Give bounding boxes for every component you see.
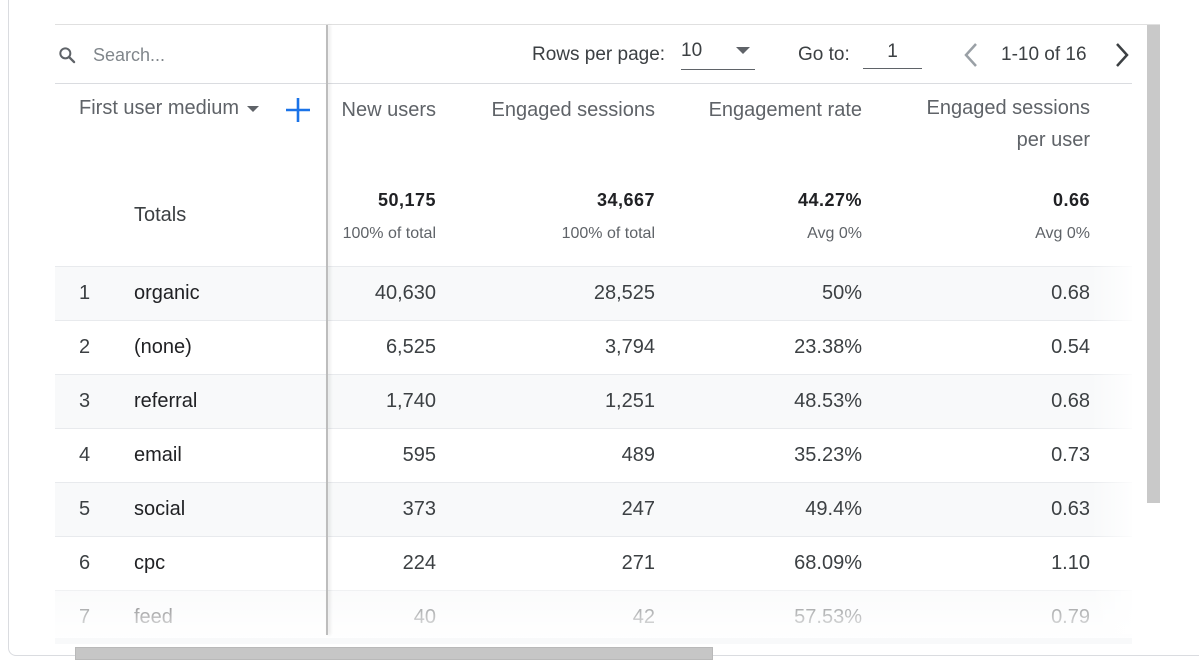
row-index: 7 [79,606,91,628]
row-index: 5 [79,498,91,520]
row-value: 40,630 [374,282,436,304]
row-value: 1.10 [1051,552,1090,574]
row-value: 28,525 [593,282,655,304]
rows-per-page-value: 10 [681,40,703,61]
row-index: 6 [79,552,91,574]
row-index: 2 [79,336,91,358]
row-value: 3,794 [604,336,655,358]
table-row[interactable]: 6 cpc 224 271 68.09% 1.10 [55,536,1132,590]
row-value: 68.09% [794,552,862,574]
search-input[interactable] [93,42,313,68]
row-value: 6,525 [385,336,436,358]
dimension-header[interactable]: First user medium [79,97,260,120]
column-header-label: Engaged sessions [491,99,655,121]
column-header-engaged-sessions-per-user[interactable]: Engaged sessions per user [880,92,1090,156]
row-dimension: (none) [134,336,192,358]
row-index: 1 [79,282,91,304]
row-dimension: feed [134,606,173,628]
table-row[interactable]: 7 feed 40 42 57.53% 0.79 [55,590,1132,644]
column-header-label: New users [341,99,436,121]
vertical-scrollbar[interactable] [1147,25,1160,503]
row-value: 57.53% [794,606,862,628]
total-value: 44.27% [797,190,862,210]
row-index: 3 [79,390,91,412]
total-value: 0.66 [1052,190,1090,210]
column-header-label: Engaged sessions [926,97,1090,119]
row-value: 489 [621,444,655,466]
total-subtext: 100% of total [561,225,655,242]
row-value: 0.63 [1051,498,1090,520]
add-dimension-icon[interactable] [284,96,312,124]
row-dimension: social [134,498,186,520]
row-dimension: cpc [134,552,166,574]
search-box[interactable] [55,34,325,76]
frozen-column-divider [326,25,328,635]
row-value: 1,251 [604,390,655,412]
row-value: 224 [402,552,436,574]
row-value: 48.53% [794,390,862,412]
rows-per-page-label: Rows per page: [532,44,666,65]
caret-down-icon [736,47,750,54]
total-subtext: Avg 0% [1035,225,1090,242]
row-value: 0.79 [1051,606,1090,628]
column-header-label: Engagement rate [708,99,862,121]
search-icon [59,47,76,64]
chevron-left-icon[interactable] [957,40,985,70]
table-row[interactable]: 3 referral 1,740 1,251 48.53% 0.68 [55,374,1132,428]
column-header-new-users[interactable]: New users [296,94,436,126]
table-row[interactable]: 1 organic 40,630 28,525 50% 0.68 [55,266,1132,320]
row-value: 35.23% [794,444,862,466]
total-subtext: Avg 0% [807,225,862,242]
caret-down-icon [247,105,260,112]
row-value: 0.54 [1051,336,1090,358]
row-value: 50% [821,282,862,304]
goto-label: Go to: [798,44,850,65]
total-value: 50,175 [377,190,436,210]
header-divider [55,83,1132,84]
row-value: 271 [621,552,655,574]
column-header-engaged-sessions[interactable]: Engaged sessions [455,94,655,126]
row-value: 373 [402,498,436,520]
row-value: 0.68 [1051,390,1090,412]
column-header-label: per user [1016,129,1090,151]
goto-page-input[interactable] [863,36,922,69]
column-header-engagement-rate[interactable]: Engagement rate [662,94,862,126]
row-index: 4 [79,444,91,466]
chevron-right-icon[interactable] [1108,40,1136,70]
table-row[interactable]: 4 email 595 489 35.23% 0.73 [55,428,1132,482]
total-subtext: 100% of total [342,225,436,242]
row-value: 40 [413,606,436,628]
row-value: 1,740 [385,390,436,412]
top-divider [55,24,1160,25]
horizontal-scrollbar[interactable] [75,647,713,660]
row-value: 23.38% [794,336,862,358]
row-value: 0.68 [1051,282,1090,304]
table-row[interactable]: 5 social 373 247 49.4% 0.63 [55,482,1132,536]
row-value: 247 [621,498,655,520]
table-row[interactable]: 2 (none) 6,525 3,794 23.38% 0.54 [55,320,1132,374]
report-card [8,0,1199,656]
row-value: 42 [632,606,655,628]
dimension-header-label: First user medium [79,97,240,119]
total-value: 34,667 [596,190,655,210]
totals-label: Totals [134,204,187,226]
row-dimension: organic [134,282,200,304]
row-value: 49.4% [805,498,862,520]
rows-per-page-select[interactable]: 10 [681,36,755,70]
page-range: 1-10 of 16 [1001,44,1087,65]
row-value: 0.73 [1051,444,1090,466]
row-dimension: email [134,444,182,466]
row-value: 595 [402,444,436,466]
row-dimension: referral [134,390,198,412]
